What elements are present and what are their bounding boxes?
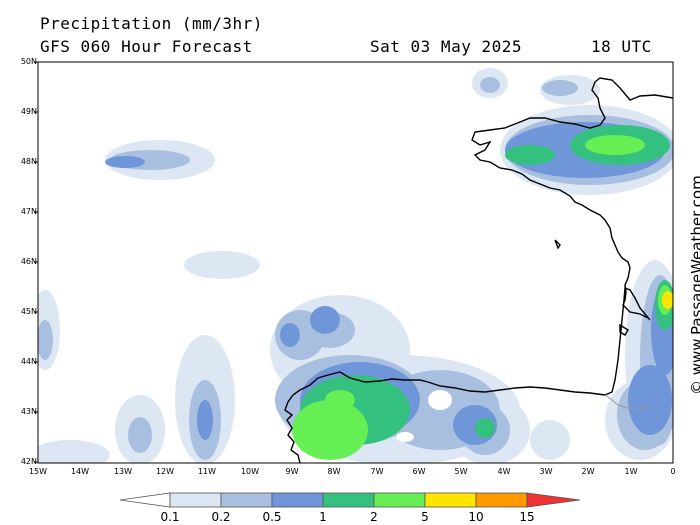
lat-label: 42N [20,457,37,466]
lon-label: 13W [113,467,133,476]
colorbar-label: 0.2 [211,510,231,524]
axis-ticks [34,61,38,463]
colorbar-seg-1 [169,492,222,508]
colorbar-seg-0 [119,492,171,508]
lat-label: 48N [20,157,37,166]
lat-label: 46N [20,257,37,266]
colorbar-seg-8 [526,492,581,508]
lat-label: 45N [20,307,37,316]
lon-label: 2W [581,467,595,476]
forecast-time: 18 UTC [591,37,652,56]
site-credit: © www.PassageWeather.com [688,175,700,395]
colorbar-label: 10 [468,510,484,524]
lon-label: 0 [670,467,676,476]
lon-label: 4W [497,467,511,476]
lon-label: 15W [28,467,48,476]
lon-label: 10W [240,467,260,476]
lon-label: 9W [285,467,299,476]
lon-label: 14W [70,467,90,476]
dry-areas [396,390,452,442]
lon-label: 1W [624,467,638,476]
lon-label: 6W [412,467,426,476]
lon-label: 3W [539,467,553,476]
border-line [604,394,651,411]
colorbar-label: 0.1 [160,510,180,524]
colorbar [119,492,581,508]
coastline [284,77,673,463]
colorbar-seg-3 [271,492,324,508]
colorbar-label: 1 [319,510,327,524]
lon-label: 5W [454,467,468,476]
precipitation-field [38,68,673,463]
precip-5 [662,291,673,309]
lat-label: 44N [20,357,37,366]
colorbar-label: 5 [421,510,429,524]
colorbar-label: 2 [370,510,378,524]
map-title: Precipitation (mm/3hr) [40,14,263,33]
colorbar-seg-7 [475,492,528,508]
lat-label: 49N [20,107,37,116]
colorbar-seg-4 [322,492,375,508]
colorbar-seg-2 [220,492,273,508]
colorbar-label: 0.5 [262,510,282,524]
lon-label: 7W [370,467,384,476]
colorbar-seg-5 [373,492,426,508]
lat-label: 43N [20,407,37,416]
colorbar-label: 15 [519,510,535,524]
lon-label: 12W [155,467,175,476]
lon-label: 11W [197,467,217,476]
forecast-date: Sat 03 May 2025 [370,37,522,56]
lat-label: 50N [20,57,37,66]
lat-label: 47N [20,207,37,216]
lon-label: 8W [327,467,341,476]
colorbar-seg-6 [424,492,477,508]
model-label: GFS 060 Hour Forecast [40,37,253,56]
